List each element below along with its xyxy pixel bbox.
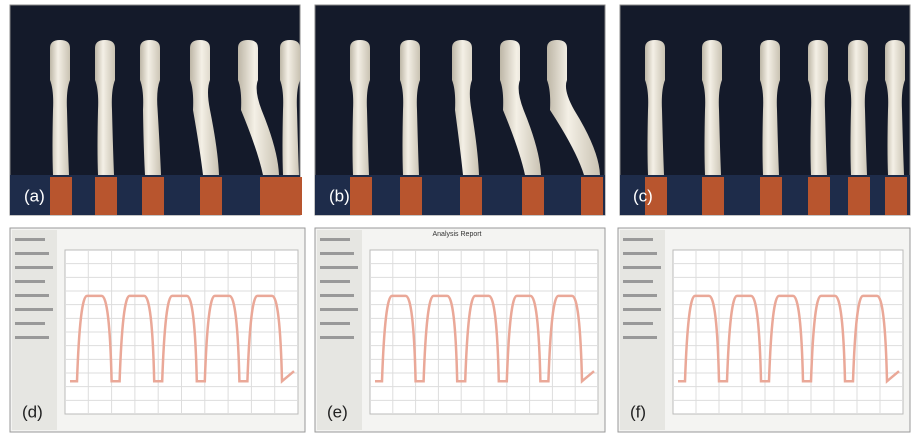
sidebar-text [15, 322, 45, 325]
sidebar-text [623, 280, 653, 283]
sidebar-text [623, 322, 653, 325]
sidebar-text [320, 252, 354, 255]
sidebar [317, 230, 362, 430]
clamp [350, 177, 372, 215]
clamp [200, 177, 222, 215]
clamp [760, 177, 782, 215]
sidebar-text [15, 308, 53, 311]
panel-label: (a) [24, 186, 45, 205]
sidebar-text [623, 238, 653, 241]
sidebar [620, 230, 665, 430]
clamp [400, 177, 422, 215]
clamp [95, 177, 117, 215]
sidebar-text [320, 322, 350, 325]
sidebar-text [320, 238, 350, 241]
panel-label: (f) [630, 402, 646, 421]
sidebar-text [320, 294, 354, 297]
clamp [581, 177, 603, 215]
sidebar-text [623, 336, 657, 339]
sidebar-text [15, 252, 49, 255]
sidebar [12, 230, 57, 430]
clamp [848, 177, 870, 215]
clamp [50, 177, 72, 215]
sidebar-text [320, 280, 350, 283]
clamp [280, 177, 302, 215]
clamp [808, 177, 830, 215]
sidebar-text [15, 280, 45, 283]
figure: (a) (b) (c) (d) (e) (f) Analysis Report [0, 0, 919, 435]
panel-label: (b) [329, 186, 350, 205]
sidebar-text [15, 238, 45, 241]
sidebar-text [15, 336, 49, 339]
clamp [885, 177, 907, 215]
sidebar-text [623, 252, 657, 255]
sidebar-text [15, 294, 49, 297]
report-title: Analysis Report [432, 231, 481, 238]
panel-label: (c) [633, 186, 653, 205]
sidebar-text [623, 294, 657, 297]
panel-label: (d) [22, 402, 43, 421]
sidebar-text [15, 266, 53, 269]
clamp [522, 177, 544, 215]
clamp [460, 177, 482, 215]
sidebar-text [320, 308, 358, 311]
sidebar-text [623, 266, 661, 269]
clamp [702, 177, 724, 215]
clamp [142, 177, 164, 215]
sidebar-text [320, 336, 354, 339]
sidebar-text [623, 308, 661, 311]
panel-label: (e) [327, 402, 348, 421]
clamp [260, 177, 282, 215]
sidebar-text [320, 266, 358, 269]
